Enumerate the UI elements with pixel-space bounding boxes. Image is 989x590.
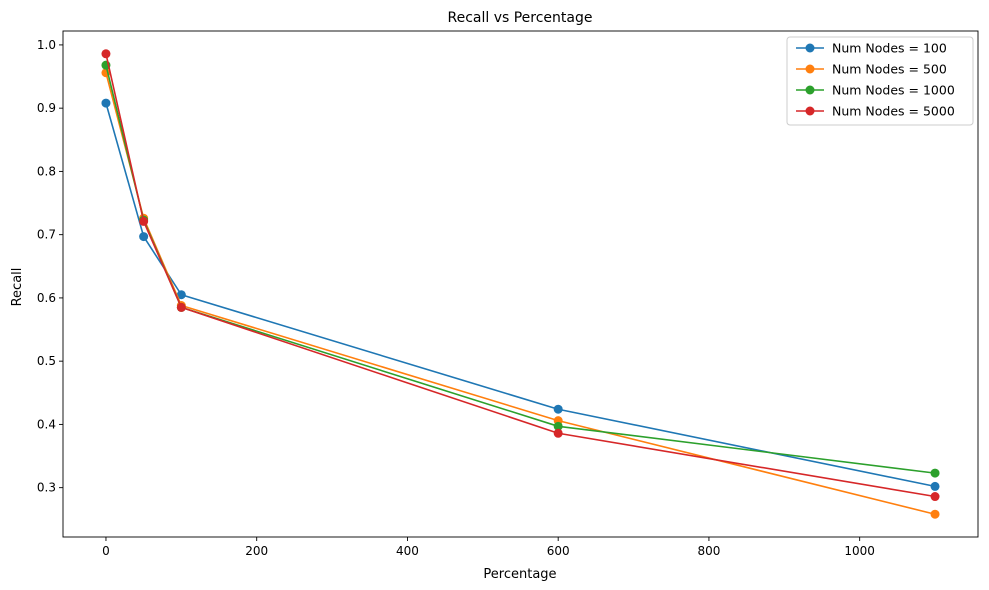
legend-item: Num Nodes = 1000 [796,83,955,98]
legend-item: Num Nodes = 500 [796,62,947,77]
x-tick-label: 400 [396,544,419,558]
series-line [105,72,936,516]
data-point [139,216,149,226]
legend-label: Num Nodes = 1000 [832,83,955,98]
data-point [139,232,149,242]
legend-label: Num Nodes = 500 [832,62,947,77]
data-point [930,468,940,478]
x-axis: 0 200 400 600 800 1000 [102,537,875,558]
y-axis: 0.3 0.4 0.5 0.6 0.7 0.8 0.9 1.0 [37,38,63,495]
y-tick-label: 0.3 [37,481,56,495]
y-tick-label: 0.5 [37,354,56,368]
legend-label: Num Nodes = 5000 [832,104,955,119]
chart-title: Recall vs Percentage [447,10,592,26]
data-point [101,98,111,108]
series-2 [101,68,940,519]
y-tick-label: 0.8 [37,164,56,178]
data-point [930,492,940,502]
series-1 [101,98,940,491]
legend-item: Num Nodes = 100 [796,41,947,56]
legend-marker [805,85,815,95]
data-point [553,421,563,431]
data-point [176,290,186,300]
data-point [176,302,186,312]
legend-marker [805,43,815,53]
y-tick-label: 1.0 [37,38,56,52]
data-point [930,509,940,519]
data-point [930,481,940,491]
legend-marker [805,106,815,116]
series-line [105,64,936,474]
y-tick-label: 0.7 [37,228,56,242]
x-tick-label: 800 [697,544,720,558]
y-tick-label: 0.9 [37,101,56,115]
axes-frame [62,30,979,538]
series-line [105,102,936,488]
y-tick-label: 0.4 [37,417,56,431]
legend: Num Nodes = 100 Num Nodes = 500 Num Nodes … [786,36,974,126]
y-tick-label: 0.6 [37,291,56,305]
x-tick-label: 0 [102,544,110,558]
plot-frame [62,30,979,538]
data-point [553,404,563,414]
x-axis-label: Percentage [483,567,556,582]
legend-item: Num Nodes = 5000 [796,104,955,119]
x-tick-label: 200 [245,544,268,558]
y-axis-label: Recall [10,268,25,307]
legend-label: Num Nodes = 100 [832,41,947,56]
x-tick-label: 600 [547,544,570,558]
data-point [553,428,563,438]
series-layer [101,49,940,519]
legend-marker [805,64,815,74]
legend-box [786,36,974,126]
series-4 [101,49,940,502]
data-point [101,49,111,59]
x-tick-label: 1000 [844,544,875,558]
